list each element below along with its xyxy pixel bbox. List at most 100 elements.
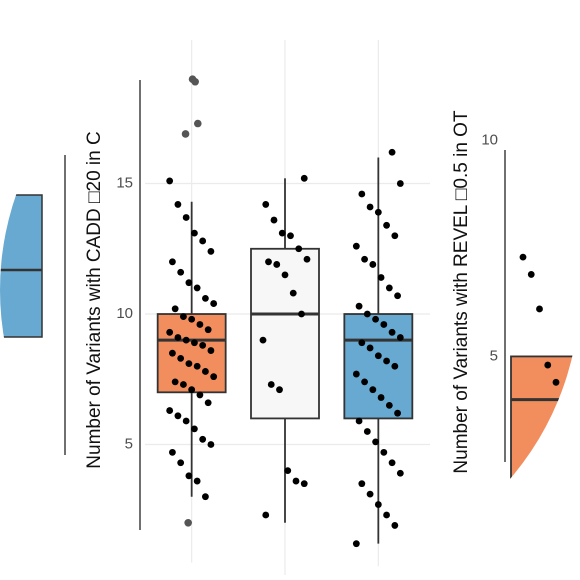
fragment-box <box>0 194 43 338</box>
y-tick-label: 10 <box>116 305 133 322</box>
point <box>202 493 209 501</box>
point <box>385 284 393 292</box>
point <box>372 315 379 323</box>
point <box>174 201 182 208</box>
point <box>188 315 196 323</box>
y-axis-label: Number of Variants with REVEL □0.5 in OT <box>451 110 472 474</box>
point <box>388 328 396 336</box>
point <box>191 229 198 237</box>
point <box>180 313 187 321</box>
point <box>361 255 368 263</box>
point <box>385 401 393 409</box>
point <box>292 477 300 485</box>
point <box>169 448 176 456</box>
point <box>171 305 179 313</box>
point <box>166 177 174 185</box>
box <box>156 313 227 394</box>
point <box>188 386 196 394</box>
point <box>380 448 388 456</box>
point <box>358 480 366 488</box>
point <box>177 459 185 467</box>
point <box>394 409 401 417</box>
outlier <box>181 130 190 138</box>
point <box>300 480 308 488</box>
point <box>210 373 218 381</box>
point <box>270 216 278 224</box>
point <box>377 274 385 281</box>
point <box>199 237 207 245</box>
point <box>182 214 190 221</box>
point <box>369 386 377 394</box>
y-tick-label: 10 <box>481 132 498 149</box>
point <box>303 255 311 263</box>
point <box>374 208 382 216</box>
point <box>174 334 182 341</box>
point <box>204 399 212 407</box>
point <box>166 407 174 414</box>
point <box>391 522 399 529</box>
point <box>544 361 552 369</box>
point <box>355 302 363 310</box>
point <box>369 261 377 268</box>
point <box>259 336 267 344</box>
point <box>388 148 396 156</box>
point <box>273 261 281 268</box>
point <box>191 339 198 347</box>
point <box>366 344 374 352</box>
point <box>295 245 303 253</box>
point <box>193 477 201 485</box>
point <box>196 321 204 328</box>
point <box>193 284 201 292</box>
point <box>352 242 360 250</box>
point <box>265 258 272 266</box>
point <box>182 336 190 344</box>
point <box>166 328 174 336</box>
point <box>284 467 292 475</box>
point <box>199 435 207 443</box>
point <box>536 305 543 313</box>
point <box>352 370 360 378</box>
point <box>396 469 404 477</box>
point <box>207 441 215 448</box>
point <box>363 428 371 435</box>
point <box>377 394 385 401</box>
outlier <box>193 119 202 128</box>
point <box>391 362 399 370</box>
point <box>380 321 388 328</box>
point <box>207 347 215 354</box>
point <box>366 490 374 498</box>
point <box>204 326 212 334</box>
point <box>210 300 218 307</box>
point <box>177 268 185 276</box>
point <box>552 378 560 386</box>
point <box>262 511 270 519</box>
y-tick-label: 5 <box>490 347 498 364</box>
point <box>394 292 401 300</box>
point <box>174 412 182 420</box>
point <box>169 349 176 357</box>
point <box>287 232 294 240</box>
point <box>182 417 190 425</box>
point <box>355 417 363 425</box>
point <box>383 221 390 229</box>
point <box>191 425 198 433</box>
point <box>352 540 360 548</box>
point <box>185 360 193 368</box>
point <box>358 339 366 347</box>
point <box>396 180 404 187</box>
point <box>171 378 179 386</box>
point <box>262 201 270 208</box>
point <box>185 279 193 287</box>
point <box>278 229 286 237</box>
point <box>361 378 368 386</box>
box <box>510 355 580 481</box>
point <box>177 354 185 362</box>
point <box>388 459 396 467</box>
point <box>193 362 201 370</box>
point <box>180 381 187 388</box>
point <box>383 357 390 365</box>
point <box>267 381 275 388</box>
point <box>289 289 297 297</box>
point <box>396 334 404 341</box>
